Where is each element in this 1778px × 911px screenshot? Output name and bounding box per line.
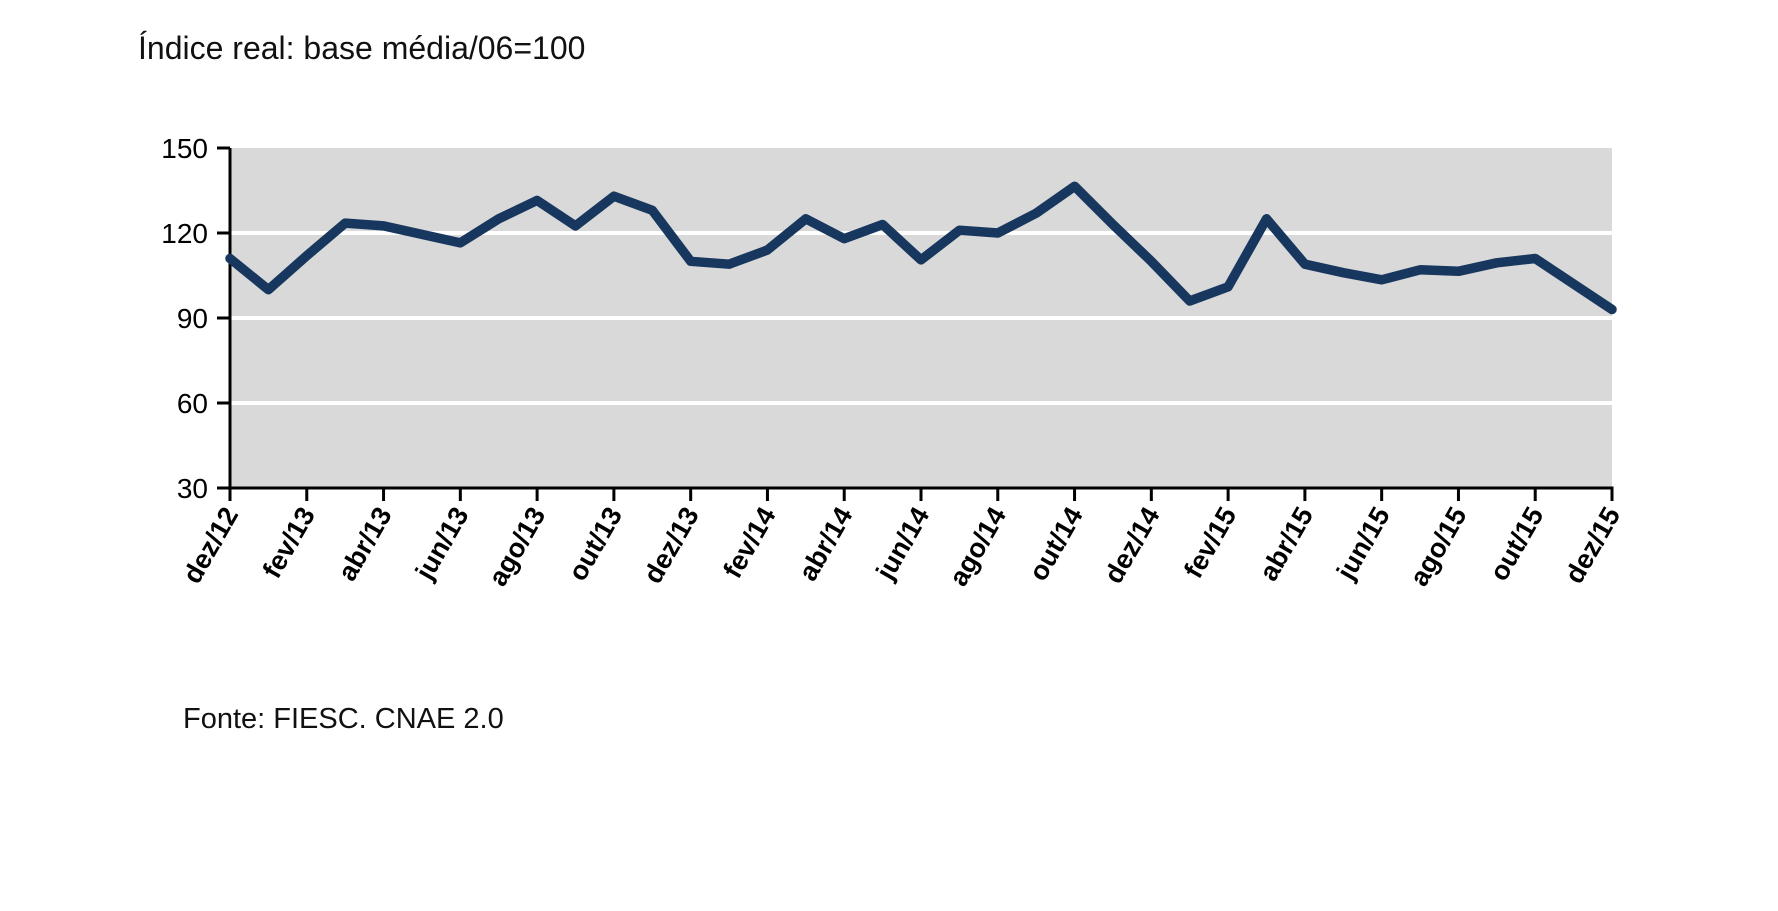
x-tick-label: fev/13 (257, 502, 321, 583)
y-tick-label: 90 (177, 303, 208, 334)
x-tick-label: dez/13 (638, 502, 705, 588)
x-tick-label: ago/13 (483, 502, 552, 591)
y-tick-label: 60 (177, 388, 208, 419)
series-line (225, 181, 1617, 315)
x-tick-label: jun/13 (409, 502, 474, 585)
y-tick-label: 30 (177, 473, 208, 504)
x-tick-label: jun/15 (1330, 502, 1395, 585)
x-tick-label: out/13 (562, 502, 628, 586)
x-tick-label: abr/13 (332, 502, 398, 586)
y-tick-label: 120 (161, 218, 208, 249)
x-tick-label: jun/14 (870, 502, 935, 585)
x-tick-label: abr/14 (793, 502, 859, 586)
y-tick-label: 150 (161, 133, 208, 164)
chart-title: Índice real: base média/06=100 (138, 30, 586, 66)
x-tick-label: out/14 (1023, 502, 1089, 586)
x-tick-label: fev/14 (717, 502, 781, 583)
x-tick-label: dez/14 (1098, 502, 1165, 588)
x-tick-label: out/15 (1484, 502, 1550, 586)
source-note: Fonte: FIESC. CNAE 2.0 (183, 703, 504, 735)
x-tick-label: dez/12 (177, 502, 244, 588)
x-tick-label: ago/14 (943, 502, 1012, 591)
x-tick-label: dez/15 (1559, 502, 1626, 588)
x-tick-label: abr/15 (1253, 502, 1319, 586)
x-tick-label: fev/15 (1178, 502, 1242, 583)
x-tick-label: ago/15 (1404, 502, 1473, 591)
